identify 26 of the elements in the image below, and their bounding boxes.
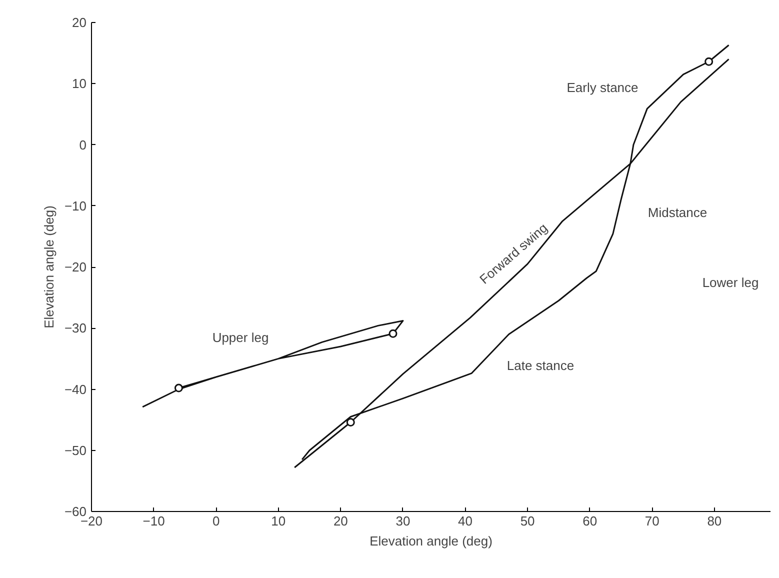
y-tick-label: −40 [64, 382, 87, 397]
y-tick-label: −50 [64, 442, 87, 458]
y-tick-label: −30 [64, 320, 87, 336]
x-axis-title: Elevation angle (deg) [370, 534, 492, 548]
annotation: Early stance [566, 80, 638, 95]
y-tick-label: 20 [72, 15, 87, 30]
x-tick-label: 10 [271, 514, 286, 528]
x-tick-label: 0 [212, 514, 220, 528]
annotation: Late stance [506, 358, 574, 373]
x-tick-label: 30 [396, 514, 410, 528]
y-tick-label: −60 [64, 504, 87, 519]
y-tick-label: 10 [72, 76, 87, 92]
annotation: Upper leg [212, 330, 269, 345]
x-tick-label: 50 [520, 514, 535, 528]
annotation: Midstance [648, 205, 708, 220]
x-tick-label: 80 [707, 514, 722, 528]
y-tick-label: −10 [64, 198, 87, 214]
y-axis-title: Elevation angle (deg) [41, 206, 56, 328]
x-tick-label: 70 [644, 514, 660, 528]
y-tick-label: −20 [64, 260, 87, 274]
annotation: Lower leg [702, 275, 759, 290]
x-tick-label: −10 [142, 514, 165, 528]
x-tick-label: 60 [582, 514, 598, 528]
y-tick-label: 0 [79, 137, 87, 152]
x-tick-label: 40 [458, 514, 472, 528]
x-tick-label: 20 [333, 514, 348, 528]
